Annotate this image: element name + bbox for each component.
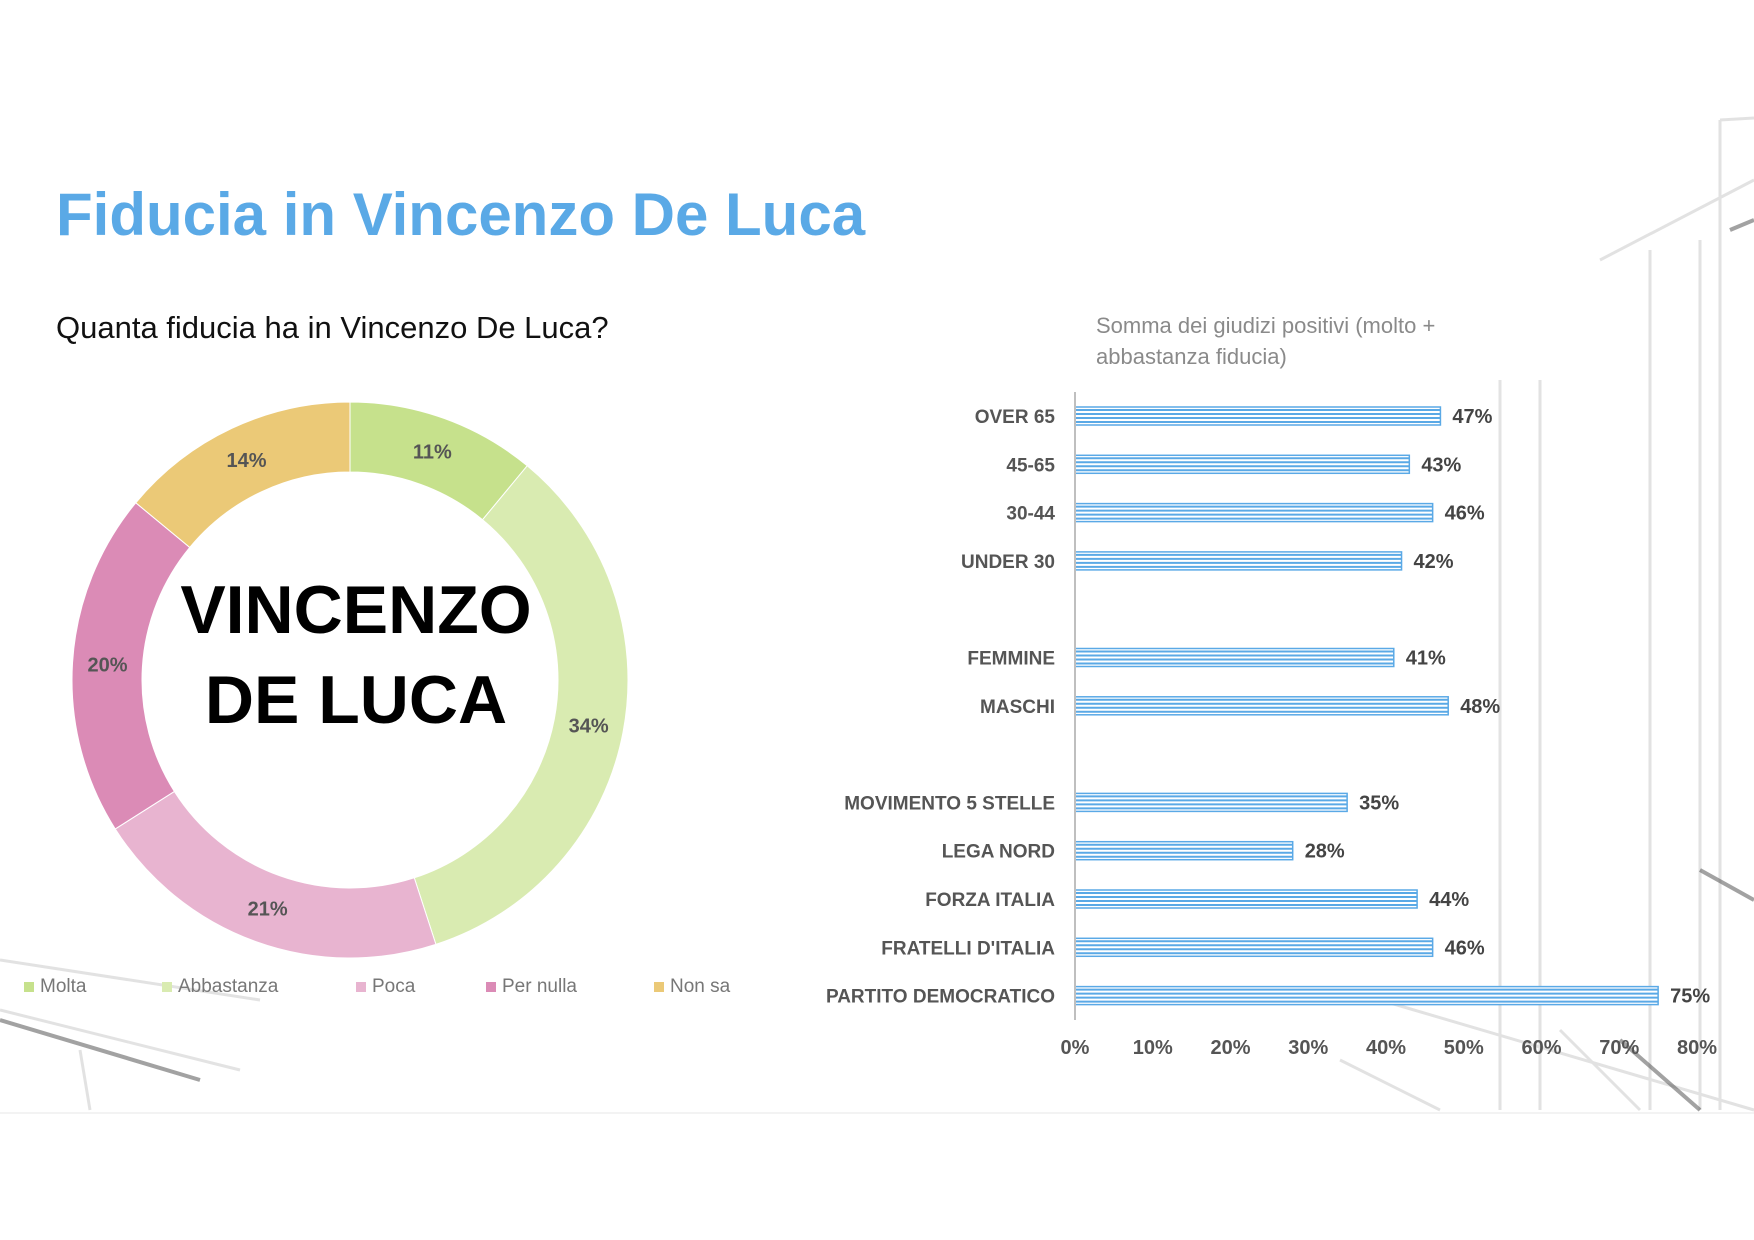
legend-item: Non sa (654, 976, 730, 998)
donut-slice-abbastanza (413, 465, 629, 946)
legend-swatch (162, 981, 172, 992)
question-subtitle: Quanta fiducia ha in Vincenzo De Luca? (56, 310, 609, 345)
bar (1074, 840, 1294, 861)
legend-swatch (654, 981, 664, 992)
legend-label: Per nulla (502, 976, 577, 997)
bar-data-label: 75% (1670, 986, 1710, 1008)
legend-label: Abbastanza (178, 976, 279, 997)
donut-slice-non-sa (135, 401, 351, 549)
x-tick-label: 0% (1061, 1037, 1090, 1059)
bar (1074, 406, 1442, 426)
bar-category-label: FORZA ITALIA (925, 890, 1055, 911)
donut-chart: 11% 34% 21% 20% 14% VINCENZO DE LUCA (71, 401, 629, 959)
x-tick-label: 70% (1599, 1037, 1639, 1059)
bar-data-label: 48% (1460, 696, 1500, 718)
bar (1074, 937, 1434, 958)
x-tick-label: 50% (1444, 1037, 1484, 1059)
bar-data-label: 35% (1359, 792, 1399, 814)
bar-category-label: PARTITO DEMOCRATICO (826, 987, 1055, 1008)
bar-data-label: 47% (1452, 406, 1492, 428)
bar-category-label: MOVIMENTO 5 STELLE (844, 793, 1055, 814)
legend-item: Abbastanza (162, 976, 278, 998)
bar (1074, 502, 1434, 523)
bar (1074, 454, 1411, 475)
x-tick-label: 10% (1133, 1037, 1173, 1059)
bar-category-label: 45-65 (1006, 455, 1055, 476)
donut-data-label: 20% (87, 655, 127, 677)
bar (1074, 889, 1418, 909)
x-tick-label: 40% (1366, 1037, 1406, 1059)
legend-swatch (356, 981, 366, 992)
bar-category-label: FEMMINE (967, 649, 1055, 670)
bar-category-label: LEGA NORD (942, 842, 1055, 863)
donut-data-label: 11% (413, 441, 452, 463)
center-label-line-1: VINCENZO (180, 572, 531, 648)
bar (1074, 792, 1348, 813)
x-tick-label: 80% (1677, 1037, 1717, 1059)
bar-category-label: FRATELLI D'ITALIA (881, 938, 1055, 959)
bar-category-label: OVER 65 (975, 407, 1056, 428)
bar-category-label: 30-44 (1006, 504, 1055, 525)
bar-data-label: 28% (1305, 841, 1345, 863)
bar (1074, 696, 1449, 716)
x-tick-label: 60% (1521, 1037, 1561, 1059)
bar-data-label: 46% (1445, 937, 1485, 959)
x-tick-label: 20% (1210, 1037, 1250, 1059)
legend-label: Non sa (670, 976, 731, 997)
legend-swatch (24, 981, 34, 992)
center-label-line-2: DE LUCA (205, 662, 507, 738)
bar (1074, 551, 1403, 571)
legend-swatch (486, 981, 496, 992)
bar-chart-title: Somma dei giudizi positivi (molto + abba… (1096, 313, 1436, 369)
bar (1074, 985, 1659, 1006)
legend-label: Molta (40, 976, 87, 997)
bar-chart: OVER 65 45-65 30-44 UNDER 30 FEMMINE MASCHI MO… (826, 392, 1717, 1059)
bar-category-label: UNDER 30 (961, 552, 1055, 573)
bar-data-label: 44% (1429, 889, 1469, 911)
donut-data-label: 34% (569, 716, 609, 738)
bar (1074, 647, 1395, 668)
bar-data-label: 43% (1421, 454, 1461, 476)
legend-item: Molta (24, 976, 86, 998)
x-tick-label: 30% (1288, 1037, 1328, 1059)
bar-data-label: 41% (1406, 648, 1446, 670)
bar-data-label: 42% (1414, 551, 1454, 573)
donut-data-label: 14% (227, 450, 267, 472)
legend-label: Poca (372, 976, 416, 997)
bar-data-label: 46% (1445, 503, 1485, 525)
bar-category-label: MASCHI (980, 697, 1055, 718)
legend-item: Poca (356, 976, 415, 998)
page-title: Fiducia in Vincenzo De Luca (56, 181, 866, 248)
legend-item: Per nulla (486, 976, 577, 998)
donut-data-label: 21% (248, 899, 288, 921)
